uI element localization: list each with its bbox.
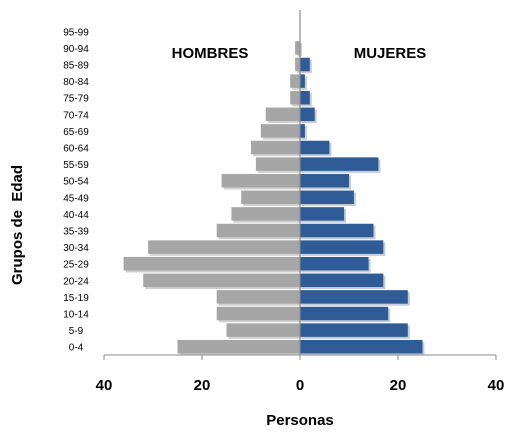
bar-female-40-44 — [300, 207, 345, 221]
bar-male-85-89 — [295, 57, 300, 72]
bar-female-10-14 — [300, 306, 389, 321]
bar-female-50-54 — [300, 173, 349, 188]
age-label-35-39: 35-39 — [63, 227, 89, 238]
bar-female-15-19 — [300, 290, 408, 304]
bar-female-20-24 — [300, 273, 384, 288]
age-label-75-79: 75-79 — [63, 94, 89, 105]
age-label-10-14: 10-14 — [63, 310, 89, 321]
age-label-65-69: 65-69 — [63, 127, 89, 138]
y-axis-title: Grupos de Edad — [9, 165, 26, 285]
x-tick-label: 40 — [488, 377, 505, 394]
age-label-25-29: 25-29 — [63, 260, 89, 271]
bar-female-85-89 — [300, 57, 310, 72]
bar-female-55-59 — [300, 157, 379, 171]
bar-male-0-4 — [177, 339, 300, 354]
bar-female-35-39 — [300, 223, 374, 238]
bar-female-70-74 — [300, 107, 315, 122]
bar-female-45-49 — [300, 190, 354, 205]
age-label-0-4: 0-4 — [69, 343, 84, 354]
bar-female-75-79 — [300, 90, 310, 105]
age-label-15-19: 15-19 — [63, 293, 89, 304]
age-label-20-24: 20-24 — [63, 276, 89, 287]
age-label-95-99: 95-99 — [63, 27, 89, 38]
age-label-30-34: 30-34 — [63, 243, 89, 254]
age-label-80-84: 80-84 — [63, 77, 89, 88]
bar-male-75-79 — [290, 90, 300, 105]
series-label-mujeres: MUJERES — [354, 45, 427, 62]
bar-male-5-9 — [226, 323, 300, 337]
age-group-labels: 0-4 5-9 10-14 15-19 20-24 25-29 30-34 35-39 40-4… — [63, 27, 89, 353]
bar-male-90-94 — [295, 41, 300, 55]
female-bars — [300, 57, 425, 356]
bar-male-70-74 — [265, 107, 300, 122]
bar-female-80-84 — [300, 74, 305, 88]
bar-female-30-34 — [300, 240, 384, 254]
series-label-hombres: HOMBRES — [172, 45, 249, 62]
age-label-60-64: 60-64 — [63, 144, 89, 155]
bar-male-40-44 — [231, 207, 300, 221]
x-axis-title: Personas — [266, 412, 334, 429]
age-label-50-54: 50-54 — [63, 177, 89, 188]
bar-male-50-54 — [221, 173, 300, 188]
bar-male-10-14 — [216, 306, 300, 321]
bar-female-0-4 — [300, 339, 423, 354]
bar-male-55-59 — [255, 157, 300, 171]
bar-male-45-49 — [241, 190, 300, 205]
bar-male-25-29 — [123, 256, 300, 271]
bar-male-65-69 — [260, 124, 300, 138]
bar-female-60-64 — [300, 140, 330, 155]
x-axis-ticks: 40 20 0 20 40 — [96, 355, 505, 394]
age-label-90-94: 90-94 — [63, 44, 89, 55]
bar-female-5-9 — [300, 323, 408, 337]
age-label-40-44: 40-44 — [63, 210, 89, 221]
bar-male-30-34 — [148, 240, 300, 254]
age-label-70-74: 70-74 — [63, 110, 89, 121]
bar-male-15-19 — [216, 290, 300, 304]
age-label-85-89: 85-89 — [63, 61, 89, 72]
x-tick-label: 20 — [194, 377, 211, 394]
age-label-55-59: 55-59 — [63, 160, 89, 171]
age-label-5-9: 5-9 — [69, 326, 84, 337]
male-bars — [123, 41, 302, 356]
age-label-45-49: 45-49 — [63, 193, 89, 204]
x-tick-label: 0 — [296, 377, 304, 394]
bar-female-65-69 — [300, 124, 305, 138]
bar-male-60-64 — [251, 140, 300, 155]
bar-female-25-29 — [300, 256, 369, 271]
bar-male-80-84 — [290, 74, 300, 88]
bar-male-35-39 — [216, 223, 300, 238]
bar-male-20-24 — [143, 273, 300, 288]
x-tick-label: 20 — [390, 377, 407, 394]
x-tick-label: 40 — [96, 377, 113, 394]
